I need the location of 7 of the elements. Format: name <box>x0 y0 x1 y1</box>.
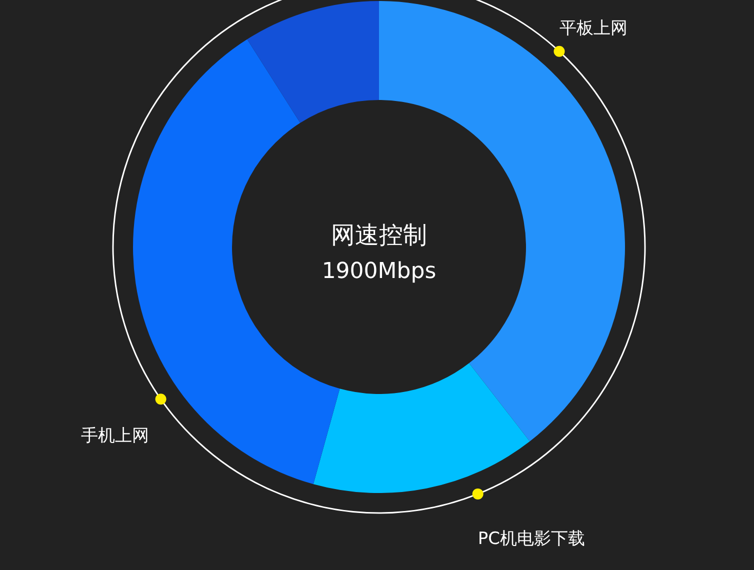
slice-label: 手机上网 <box>80 426 149 446</box>
donut-slice <box>313 363 530 493</box>
slice-label: PC机电影下载 <box>478 528 585 549</box>
slice-label: 平板上网 <box>559 18 628 38</box>
text: 网速控制 <box>331 221 427 249</box>
text: 1900Mbps <box>322 259 436 284</box>
donut-slice <box>247 1 379 123</box>
